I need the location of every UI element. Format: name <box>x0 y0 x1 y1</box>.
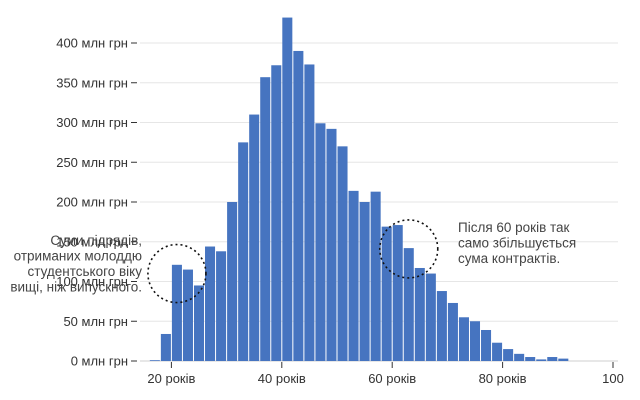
histogram-bar <box>403 248 414 361</box>
histogram-bar <box>370 191 381 361</box>
annotation-left-line: студентського віку <box>28 264 143 279</box>
x-tick-label: 100 <box>602 371 624 386</box>
histogram-bar <box>304 64 315 361</box>
histogram-bar <box>315 123 326 361</box>
histogram-bar <box>326 128 337 361</box>
annotation-left-line: отриманих молоддю <box>14 249 142 264</box>
histogram-bar <box>436 291 447 361</box>
histogram-bar <box>536 359 547 361</box>
histogram-bar <box>425 273 436 361</box>
histogram-bar <box>227 202 238 361</box>
y-tick-label: 350 млн грн <box>56 75 128 90</box>
histogram-bar <box>149 360 160 361</box>
histogram-bar <box>238 142 249 361</box>
histogram-bar <box>547 357 558 361</box>
histogram-bar <box>260 77 271 361</box>
x-axis: 20 років 40 років 60 років 80 років 100 <box>147 362 624 386</box>
histogram-bar <box>171 264 182 361</box>
histogram-bar <box>481 329 492 361</box>
histogram-bar <box>182 269 193 361</box>
histogram-bar <box>503 349 514 361</box>
y-tick-label: 0 млн грн <box>71 354 128 369</box>
x-tick-label: 60 років <box>368 371 416 386</box>
x-tick-label: 20 років <box>147 371 195 386</box>
y-tick-label: 100 млн грн <box>56 274 128 289</box>
histogram-bar <box>271 65 282 361</box>
histogram-bar <box>359 202 370 361</box>
x-tick-label: 40 років <box>258 371 306 386</box>
y-axis: 0 млн грн 50 млн грн 100 млн грн 150 млн гр… <box>56 36 137 369</box>
y-tick-label: 50 млн грн <box>63 314 128 329</box>
histogram-bar <box>469 321 481 361</box>
annotations: Суми підрядів,отриманих молоддюстудентсь… <box>10 219 576 304</box>
histogram-bar <box>514 353 525 361</box>
histogram-bar <box>249 114 260 361</box>
histogram-bar <box>392 225 403 361</box>
histogram-bar <box>216 251 227 361</box>
histogram-bar <box>160 333 171 361</box>
histogram-bar <box>381 226 392 361</box>
histogram-bar <box>282 17 293 362</box>
y-tick-label: 150 млн грн <box>56 234 128 249</box>
histogram-bar <box>414 267 425 361</box>
annotation-right-line: само збільшується <box>458 236 576 251</box>
histogram-bar <box>525 357 536 361</box>
annotation-left-line: Суми підрядів, <box>50 233 142 248</box>
y-tick-label: 400 млн грн <box>56 36 128 51</box>
histogram-bar <box>492 342 503 361</box>
histogram-bar <box>337 146 348 361</box>
annotation-right-line: сума контрактів. <box>458 251 560 266</box>
bars-group <box>149 17 569 362</box>
histogram-bar <box>193 285 205 361</box>
histogram-bar <box>558 358 569 361</box>
histogram-bar <box>458 317 469 361</box>
histogram-bar <box>293 50 304 361</box>
y-tick-label: 300 млн грн <box>56 115 128 130</box>
histogram-bar <box>348 190 359 361</box>
x-tick-label: 80 років <box>479 371 527 386</box>
highlight-circle-left <box>147 243 207 304</box>
y-tick-label: 250 млн грн <box>56 155 128 170</box>
annotation-right-line: Після 60 років так <box>458 220 570 235</box>
histogram-bar <box>447 302 458 361</box>
histogram-bar <box>205 246 216 361</box>
highlight-circle-right <box>378 219 439 279</box>
annotation-left-line: вищі, ніж випускного. <box>10 280 142 295</box>
y-tick-label: 200 млн грн <box>56 195 128 210</box>
